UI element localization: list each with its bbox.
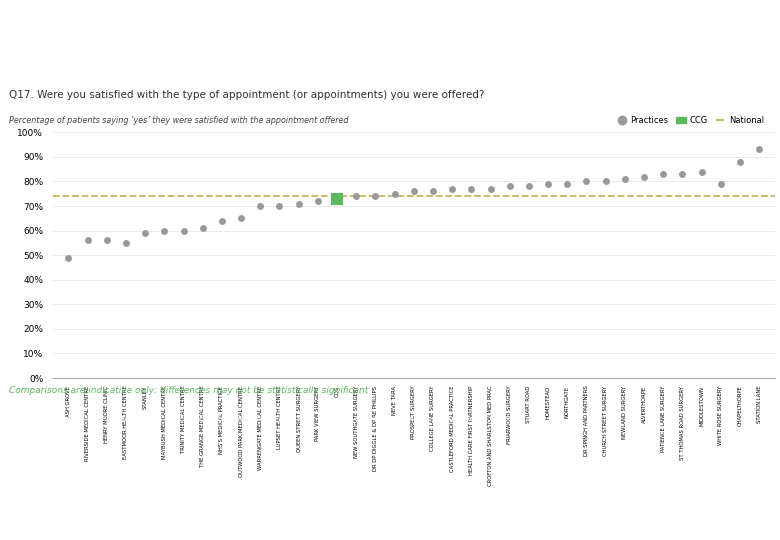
Text: Q17. Were you satisfied with the type of appointment (or appointments) you were : Q17. Were you satisfied with the type of… <box>9 90 484 99</box>
Text: Base: All who tried to make an appointment since being registered: National (711: Base: All who tried to make an appointme… <box>8 416 512 422</box>
Legend: Practices, CCG, National: Practices, CCG, National <box>613 112 768 128</box>
Text: Satisfaction with appointment offered:
how the CCG’s practices compare: Satisfaction with appointment offered: h… <box>9 15 363 51</box>
Text: Comparisons are indicative only: differences may not be statistically significan: Comparisons are indicative only: differe… <box>9 386 369 395</box>
Text: Percentage of patients saying ‘yes’ they were satisfied with the appointment off: Percentage of patients saying ‘yes’ they… <box>9 116 349 125</box>
Text: © Ipsos MORI   18-042653-01 | Version 1 | Public: © Ipsos MORI 18-042653-01 | Version 1 | … <box>9 524 180 531</box>
Text: 27: 27 <box>379 475 401 492</box>
Text: Social Research Institute: Social Research Institute <box>9 481 113 489</box>
Text: Ipsos MORI: Ipsos MORI <box>9 458 75 468</box>
